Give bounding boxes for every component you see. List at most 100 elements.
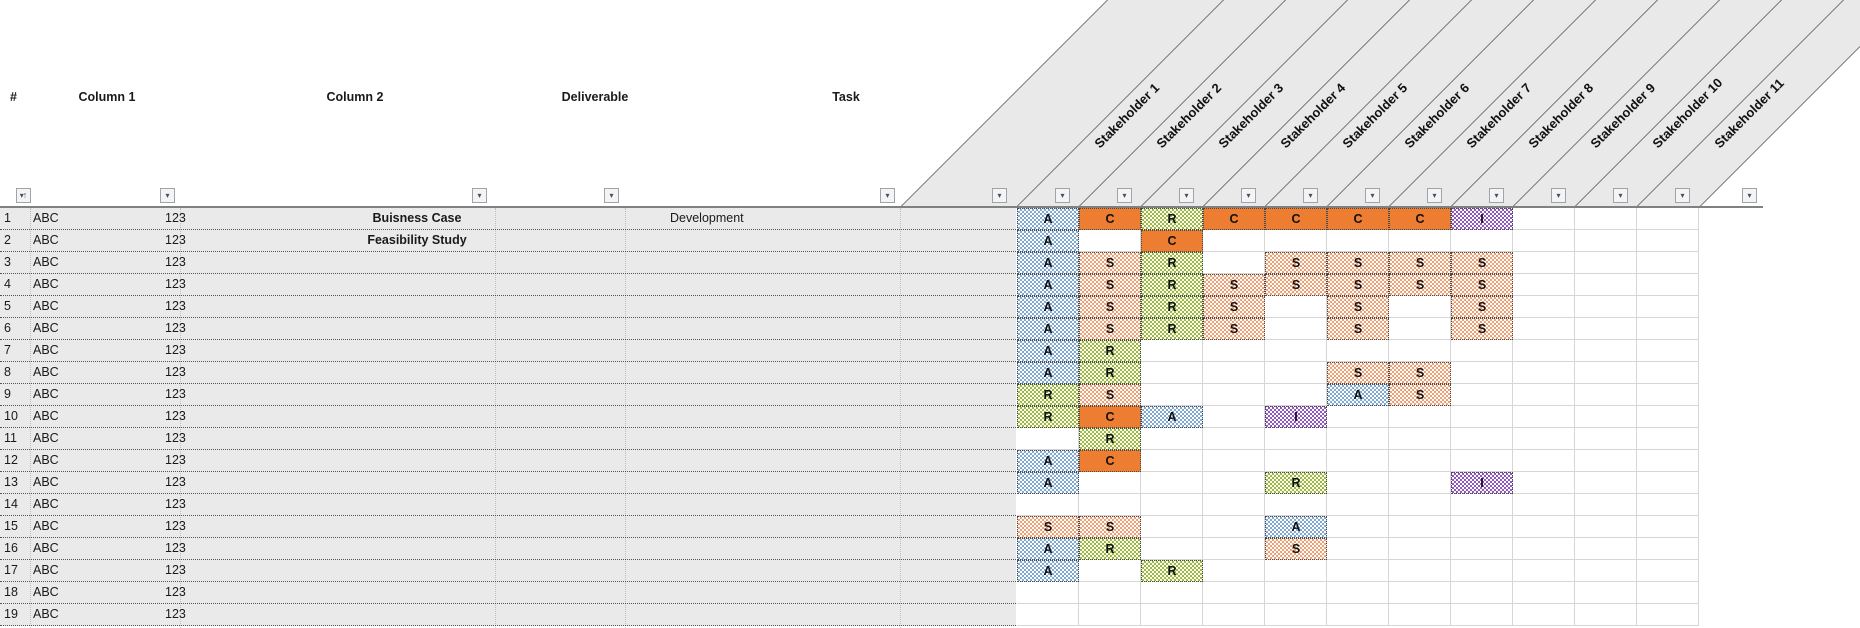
filter-dropdown-button[interactable]: ▾: [1489, 188, 1504, 203]
raci-cell-s[interactable]: S: [1079, 384, 1141, 406]
filter-dropdown-button[interactable]: ▾: [472, 188, 487, 203]
raci-cell-s[interactable]: S: [1327, 362, 1389, 384]
filter-dropdown-button[interactable]: ▾: [604, 188, 619, 203]
raci-cell-s[interactable]: S: [1079, 252, 1141, 274]
raci-cell-c[interactable]: C: [1079, 208, 1141, 230]
cell-column-2: 123: [165, 563, 186, 577]
raci-cell-r[interactable]: R: [1079, 428, 1141, 450]
raci-cell-s[interactable]: S: [1265, 538, 1327, 560]
raci-cell-s[interactable]: S: [1265, 274, 1327, 296]
raci-cell-a[interactable]: A: [1141, 406, 1203, 428]
raci-cell-a[interactable]: A: [1017, 274, 1079, 296]
raci-cell-r[interactable]: R: [1017, 384, 1079, 406]
raci-cell-a[interactable]: A: [1017, 318, 1079, 340]
table-row: 17 ABC 123: [0, 560, 1016, 582]
filter-dropdown-button[interactable]: ▾: [160, 188, 175, 203]
raci-cell-s[interactable]: S: [1327, 318, 1389, 340]
header-column-2: Column 2: [326, 90, 384, 104]
raci-cell-c[interactable]: C: [1389, 208, 1451, 230]
raci-cell-empty: [1327, 538, 1389, 560]
filter-dropdown-button[interactable]: ▾: [1055, 188, 1070, 203]
raci-cell-empty: [1327, 472, 1389, 494]
raci-cell-i[interactable]: I: [1265, 406, 1327, 428]
raci-cell-a[interactable]: A: [1017, 340, 1079, 362]
raci-cell-r[interactable]: R: [1141, 318, 1203, 340]
filter-dropdown-button[interactable]: ▾: [1551, 188, 1566, 203]
raci-cell-empty: [1451, 494, 1513, 516]
filter-dropdown-button[interactable]: ▾: [1179, 188, 1194, 203]
raci-cell-s[interactable]: S: [1017, 516, 1079, 538]
raci-cell-a[interactable]: A: [1017, 208, 1079, 230]
raci-cell-a[interactable]: A: [1017, 230, 1079, 252]
raci-cell-a[interactable]: A: [1017, 538, 1079, 560]
raci-cell-r[interactable]: R: [1017, 406, 1079, 428]
raci-cell-s[interactable]: S: [1265, 252, 1327, 274]
filter-dropdown-button[interactable]: ▾ ↑: [16, 188, 31, 203]
raci-cell-c[interactable]: C: [1141, 230, 1203, 252]
raci-cell-empty: [1389, 472, 1451, 494]
raci-cell-r[interactable]: R: [1141, 274, 1203, 296]
raci-cell-s[interactable]: S: [1451, 274, 1513, 296]
raci-cell-i[interactable]: I: [1451, 208, 1513, 230]
raci-cell-r[interactable]: R: [1141, 296, 1203, 318]
row-number: 10: [4, 409, 18, 423]
cell-deliverable: Buisness Case: [372, 211, 462, 225]
raci-cell-s[interactable]: S: [1451, 252, 1513, 274]
dropdown-arrow-icon: ▾: [1494, 191, 1499, 200]
filter-dropdown-button[interactable]: ▾: [992, 188, 1007, 203]
raci-cell-s[interactable]: S: [1389, 384, 1451, 406]
raci-cell-a[interactable]: A: [1017, 296, 1079, 318]
raci-cell-c[interactable]: C: [1265, 208, 1327, 230]
filter-dropdown-button[interactable]: ▾: [1303, 188, 1318, 203]
raci-cell-s[interactable]: S: [1327, 296, 1389, 318]
raci-cell-s[interactable]: S: [1451, 318, 1513, 340]
raci-cell-a[interactable]: A: [1017, 252, 1079, 274]
filter-dropdown-button[interactable]: ▾: [1365, 188, 1380, 203]
raci-cell-r[interactable]: R: [1141, 208, 1203, 230]
raci-cell-s[interactable]: S: [1203, 318, 1265, 340]
filter-dropdown-button[interactable]: ▾: [1241, 188, 1256, 203]
raci-cell-a[interactable]: A: [1017, 560, 1079, 582]
raci-cell-i[interactable]: I: [1451, 472, 1513, 494]
filter-dropdown-button[interactable]: ▾: [1117, 188, 1132, 203]
filter-dropdown-button[interactable]: ▾: [1613, 188, 1628, 203]
raci-cell-s[interactable]: S: [1203, 296, 1265, 318]
cell-column-2: 123: [165, 365, 186, 379]
raci-cell-s[interactable]: S: [1327, 274, 1389, 296]
filter-dropdown-button[interactable]: ▾: [1427, 188, 1442, 203]
raci-cell-a[interactable]: A: [1017, 472, 1079, 494]
raci-cell-empty: [1265, 450, 1327, 472]
raci-cell-s[interactable]: S: [1451, 296, 1513, 318]
filter-dropdown-button[interactable]: ▾: [1742, 188, 1757, 203]
raci-cell-s[interactable]: S: [1389, 362, 1451, 384]
raci-cell-s[interactable]: S: [1079, 296, 1141, 318]
raci-cell-r[interactable]: R: [1079, 340, 1141, 362]
table-row: 3 ABC 123: [0, 252, 1016, 274]
raci-cell-r[interactable]: R: [1079, 538, 1141, 560]
raci-cell-s[interactable]: S: [1203, 274, 1265, 296]
raci-cell-s[interactable]: S: [1079, 318, 1141, 340]
raci-cell-s[interactable]: S: [1389, 252, 1451, 274]
raci-cell-c[interactable]: C: [1327, 208, 1389, 230]
raci-cell-r[interactable]: R: [1265, 472, 1327, 494]
raci-cell-a[interactable]: A: [1017, 450, 1079, 472]
raci-cell-s[interactable]: S: [1079, 274, 1141, 296]
raci-cell-c[interactable]: C: [1079, 406, 1141, 428]
filter-dropdown-button[interactable]: ▾: [1675, 188, 1690, 203]
raci-cell-r[interactable]: R: [1141, 560, 1203, 582]
raci-cell-r[interactable]: R: [1079, 362, 1141, 384]
raci-cell-a[interactable]: A: [1017, 362, 1079, 384]
raci-cell-empty: [1451, 362, 1513, 384]
table-row: 5 ABC 123: [0, 296, 1016, 318]
raci-cell-c[interactable]: C: [1079, 450, 1141, 472]
raci-cell-s[interactable]: S: [1327, 252, 1389, 274]
filter-dropdown-button[interactable]: ▾: [880, 188, 895, 203]
raci-cell-r[interactable]: R: [1141, 252, 1203, 274]
raci-cell-c[interactable]: C: [1203, 208, 1265, 230]
raci-cell-s[interactable]: S: [1079, 516, 1141, 538]
raci-cell-a[interactable]: A: [1265, 516, 1327, 538]
raci-cell-a[interactable]: A: [1327, 384, 1389, 406]
table-row: 9 ABC 123: [0, 384, 1016, 406]
raci-cell-s[interactable]: S: [1389, 274, 1451, 296]
cell-task: Development: [670, 211, 744, 225]
